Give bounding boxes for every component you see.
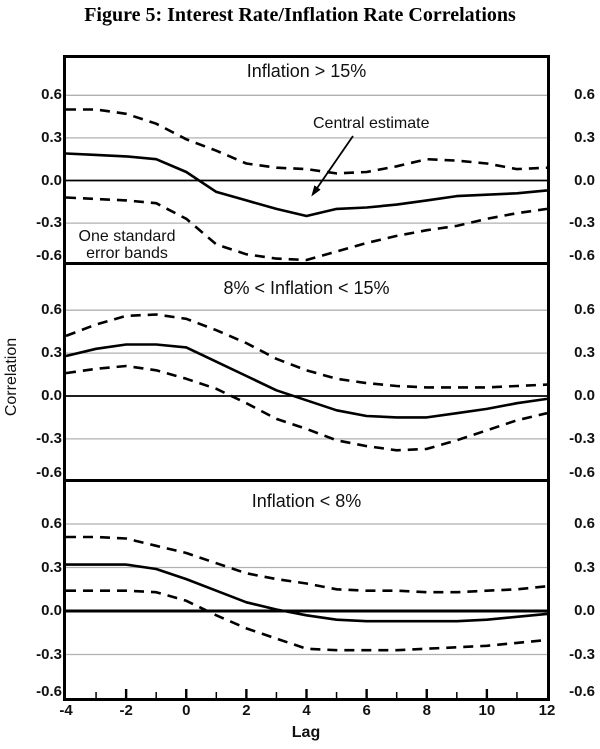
panel-title-middle: 8% < Inflation < 15% [223, 278, 390, 298]
annotation-central-estimate: Central estimate [313, 115, 430, 132]
panel-title-bottom: Inflation < 8% [251, 491, 362, 511]
y-tick-label-left: -0.6 [36, 683, 62, 700]
y-tick-label-right: 0.3 [574, 128, 595, 146]
y-tick-label-right: -0.3 [569, 645, 595, 663]
central-estimate-line [65, 152, 548, 218]
y-tick-label-right: 0.6 [574, 86, 595, 104]
y-tick-label-right: 0.3 [574, 344, 595, 362]
lower-one-std-error-band-line [65, 364, 548, 452]
y-tick-label-right: 0.6 [574, 515, 595, 532]
lower-one-std-error-band-line [66, 589, 548, 652]
figure-title: Figure 5: Interest Rate/Inflation Rate C… [84, 4, 516, 26]
y-tick-label-left: 0.6 [41, 515, 62, 532]
chart-panel [65, 94, 548, 262]
x-tick-label: 10 [478, 702, 496, 719]
y-tick-label-left: 0.0 [41, 171, 62, 189]
y-tick-label-right: -0.3 [569, 214, 595, 232]
x-tick-label: 2 [242, 702, 251, 719]
y-tick-label-right: 0.0 [574, 171, 595, 189]
x-axis-label: Lag [291, 724, 321, 741]
y-tick-label-right: -0.6 [569, 683, 595, 700]
x-tick-label: 6 [362, 702, 371, 719]
y-tick-label-right: 0.0 [574, 387, 595, 404]
y-tick-label-left: -0.6 [36, 464, 62, 481]
x-tick-label: 12 [538, 702, 556, 719]
y-tick-label-left: 0.6 [41, 86, 62, 104]
central-estimate-line [65, 343, 548, 419]
panel-separator [66, 262, 547, 265]
annotation-error-bands-line1: One standard [78, 228, 176, 245]
y-tick-label-left: 0.6 [41, 301, 62, 319]
plot-frame [63, 55, 550, 701]
x-tick-label: 4 [302, 702, 311, 719]
y-tick-label-right: -0.6 [569, 247, 595, 264]
y-tick-label-left: -0.3 [36, 645, 62, 663]
annotation-error-bands: One standard error bands [65, 228, 189, 262]
y-tick-label-right: 0.3 [574, 558, 595, 576]
lower-one-std-error-band-line [65, 196, 548, 262]
y-tick-label-right: -0.3 [569, 429, 595, 447]
y-tick-label-left: 0.3 [41, 128, 62, 146]
y-tick-label-right: 0.0 [574, 602, 595, 619]
upper-one-std-error-band-line [65, 313, 548, 389]
x-tick-label: 0 [182, 702, 191, 719]
y-tick-label-left: -0.6 [36, 247, 62, 264]
chart-panel [65, 309, 548, 452]
panel-separator [66, 479, 547, 482]
y-tick-label-right: 0.6 [574, 301, 595, 319]
y-tick-label-left: 0.0 [41, 387, 62, 404]
y-tick-label-left: -0.3 [36, 429, 62, 447]
upper-one-std-error-band-line [66, 108, 548, 175]
x-tick-label: -2 [119, 702, 133, 719]
y-tick-label-left: -0.3 [36, 214, 62, 232]
upper-one-std-error-band-line [66, 535, 548, 594]
x-tick-label: 8 [422, 702, 431, 719]
y-tick-label-left: 0.3 [41, 558, 62, 576]
annotation-error-bands-line2: error bands [86, 245, 168, 262]
y-tick-label-left: 0.0 [41, 602, 62, 619]
y-tick-label-left: 0.3 [41, 344, 62, 362]
central-estimate-arrow [311, 135, 354, 197]
x-tick-label: -4 [59, 702, 73, 719]
central-estimate-line [66, 563, 548, 623]
panel-title-top: Inflation > 15% [246, 61, 367, 81]
y-tick-label-right: -0.6 [569, 464, 595, 481]
chart-panel [66, 523, 548, 698]
